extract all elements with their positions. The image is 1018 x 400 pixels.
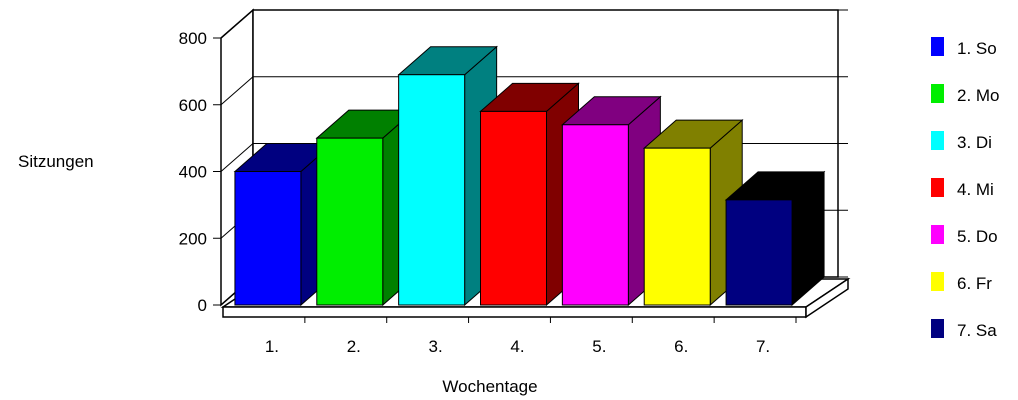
y-tick-label: 0	[198, 296, 207, 315]
legend-label: 2. Mo	[957, 86, 1000, 105]
legend-item: 7. Sa	[931, 319, 997, 340]
x-tick-label: 6.	[674, 337, 688, 356]
legend-swatch	[931, 131, 944, 150]
legend-label: 6. Fr	[957, 274, 992, 293]
legend-item: 1. So	[931, 37, 997, 58]
legend-label: 3. Di	[957, 133, 992, 152]
legend-swatch	[931, 37, 944, 56]
bar	[726, 172, 824, 305]
chart-floor-front	[223, 307, 806, 317]
x-tick-label: 3.	[429, 337, 443, 356]
x-tick-label: 5.	[592, 337, 606, 356]
x-tick-label: 2.	[347, 337, 361, 356]
y-tick-label: 400	[179, 163, 207, 182]
y-axis-ticks: 0 200 400 600 800	[179, 29, 207, 315]
y-tick-label: 600	[179, 96, 207, 115]
legend-item: 2. Mo	[931, 84, 1000, 105]
x-axis-label: Wochentage	[442, 377, 537, 396]
legend-item: 6. Fr	[931, 272, 992, 293]
x-tick-label: 7.	[756, 337, 770, 356]
x-tick-label: 1.	[265, 337, 279, 356]
legend-swatch	[931, 84, 944, 103]
legend-swatch	[931, 225, 944, 244]
legend-swatch	[931, 178, 944, 197]
x-axis-ticks: 1. 2. 3. 4. 5. 6. 7.	[265, 317, 796, 356]
bar-front	[562, 125, 628, 305]
legend-label: 5. Do	[957, 227, 998, 246]
bar-front	[644, 148, 710, 305]
bar-front	[235, 172, 301, 306]
bar-front	[399, 75, 465, 305]
bar-front	[317, 138, 383, 305]
chart-legend: 1. So 2. Mo 3. Di 4. Mi 5. Do 6. Fr 7. Sa	[931, 37, 1000, 340]
bar-front	[726, 200, 792, 305]
bar-front	[481, 111, 547, 305]
legend-item: 5. Do	[931, 225, 998, 246]
y-axis-label: Sitzungen	[18, 152, 94, 171]
legend-item: 3. Di	[931, 131, 992, 152]
legend-swatch	[931, 272, 944, 291]
legend-swatch	[931, 319, 944, 338]
legend-label: 1. So	[957, 39, 997, 58]
x-tick-label: 4.	[510, 337, 524, 356]
legend-item: 4. Mi	[931, 178, 994, 199]
y-tick-label: 800	[179, 29, 207, 48]
legend-label: 7. Sa	[957, 321, 997, 340]
legend-label: 4. Mi	[957, 180, 994, 199]
y-tick-label: 200	[179, 229, 207, 248]
